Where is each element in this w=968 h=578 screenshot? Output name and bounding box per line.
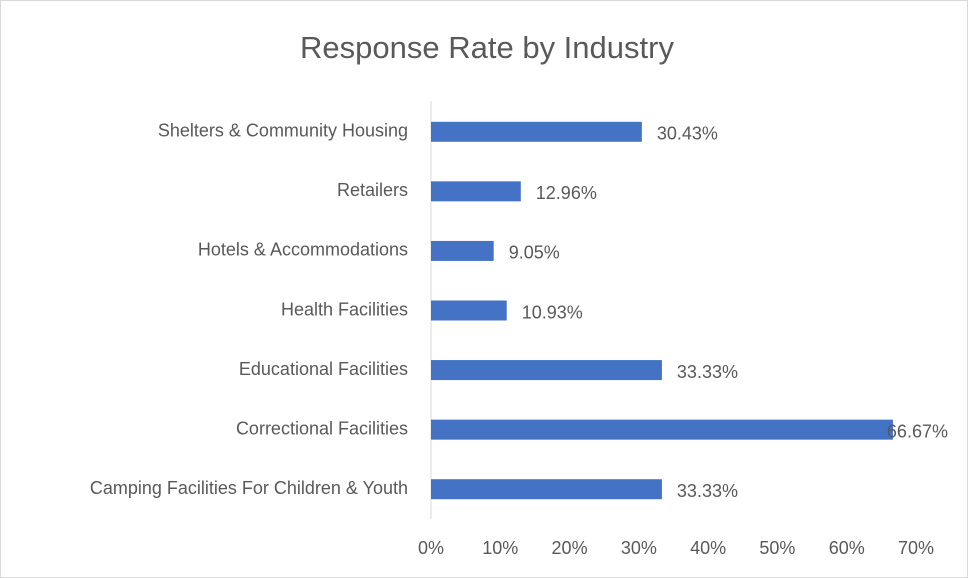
value-label: 9.05% [509,243,560,263]
value-label: 30.43% [657,124,718,144]
x-tick-label: 30% [621,538,657,558]
bar [431,419,893,440]
x-tick-label: 40% [690,538,726,558]
value-label: 33.33% [677,481,738,501]
bar [431,121,642,142]
bar [431,240,494,261]
value-label: 66.67% [887,421,948,441]
x-tick-label: 10% [482,538,518,558]
value-label: 33.33% [677,362,738,382]
chart-title: Response Rate by Industry [300,30,674,65]
x-tick-label: 70% [898,538,934,558]
y-tick-label: Correctional Facilities [236,418,408,438]
y-tick-label: Health Facilities [281,299,408,319]
y-tick-label: Educational Facilities [239,359,408,379]
x-tick-label: 20% [552,538,588,558]
bar [431,181,521,202]
y-tick-label: Camping Facilities For Children & Youth [90,478,408,498]
y-tick-label: Retailers [337,180,408,200]
x-tick-label: 50% [759,538,795,558]
value-label: 10.93% [522,302,583,322]
bar [431,479,662,500]
x-tick-label: 60% [829,538,865,558]
bar [431,300,507,321]
bar [431,360,662,381]
value-label: 12.96% [536,183,597,203]
x-tick-label: 0% [418,538,444,558]
y-tick-label: Hotels & Accommodations [198,240,408,260]
y-tick-label: Shelters & Community Housing [158,121,408,141]
